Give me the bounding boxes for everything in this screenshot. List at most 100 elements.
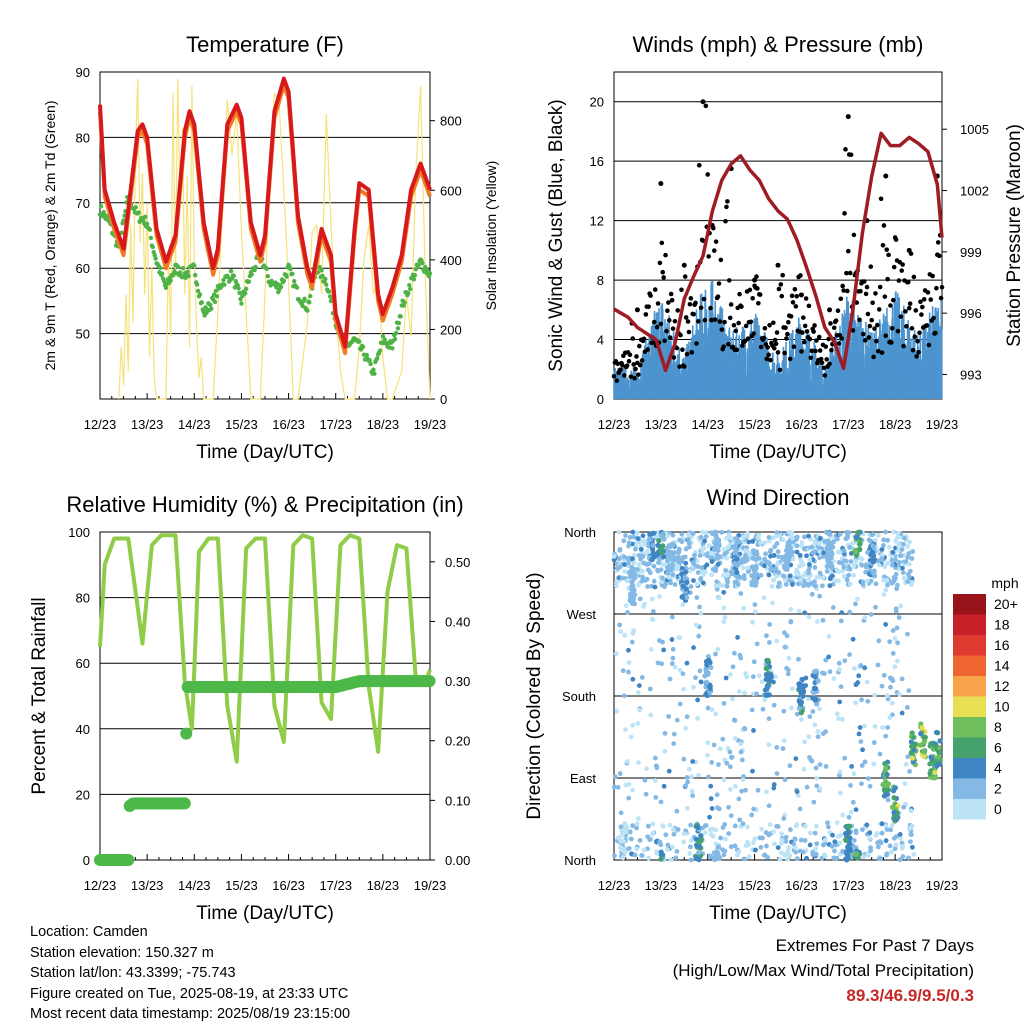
dewpoint-point — [406, 290, 411, 296]
direction-cluster-point — [845, 853, 851, 860]
direction-cluster-point — [659, 534, 665, 540]
gust-max-point — [658, 180, 664, 186]
direction-point — [772, 674, 778, 680]
gust-point — [717, 319, 723, 324]
direction-point — [883, 823, 888, 828]
direction-point — [801, 766, 807, 772]
latlon-text: Station lat/lon: 43.3399; -75.743 — [30, 965, 236, 981]
direction-point — [865, 698, 871, 704]
dewpoint-point — [375, 356, 380, 361]
direction-point — [837, 549, 843, 555]
gust-point — [865, 311, 871, 317]
direction-point — [864, 822, 870, 828]
direction-cluster-point — [630, 599, 636, 606]
direction-cluster-point — [855, 529, 862, 535]
direction-cluster-point — [651, 554, 657, 560]
direction-point — [743, 671, 749, 677]
direction-cluster-point — [783, 566, 789, 572]
direction-point — [764, 633, 769, 639]
x-tick-label: 13/23 — [645, 417, 678, 432]
y-tick-label: 20 — [76, 787, 90, 802]
colorbar-swatch — [953, 655, 986, 676]
direction-point — [775, 584, 781, 589]
direction-point — [859, 781, 864, 787]
direction-point — [724, 535, 729, 541]
direction-cluster-point — [853, 549, 859, 555]
dewpoint-point — [153, 256, 158, 261]
gust-point — [667, 335, 673, 340]
gust-point — [767, 322, 772, 328]
direction-point — [670, 655, 676, 661]
direction-cluster-point — [932, 769, 938, 775]
direction-point — [810, 852, 816, 857]
direction-point — [848, 559, 854, 564]
direction-point — [625, 610, 630, 615]
direction-point — [611, 553, 617, 559]
direction-point — [688, 822, 694, 828]
direction-point — [905, 754, 911, 760]
direction-point — [682, 554, 688, 560]
gust-point — [661, 275, 666, 280]
dewpoint-point — [420, 261, 425, 266]
gust-point — [724, 204, 729, 210]
gust-point — [919, 312, 924, 317]
gust-point — [778, 282, 784, 287]
direction-point — [884, 827, 890, 832]
direction-point — [809, 758, 815, 764]
direction-point — [903, 559, 909, 564]
direction-point — [745, 569, 751, 574]
direction-point — [679, 539, 685, 545]
direction-point — [671, 831, 677, 837]
direction-point — [786, 655, 792, 661]
direction-cluster-point — [884, 791, 891, 797]
direction-point — [691, 578, 696, 583]
direction-point — [737, 817, 743, 823]
direction-point — [875, 840, 881, 846]
direction-point — [806, 570, 812, 576]
direction-point — [892, 575, 898, 581]
direction-point — [876, 562, 882, 568]
x-tick-label: 15/23 — [225, 417, 258, 432]
colorbar-label: 20+ — [994, 596, 1018, 612]
gust-point — [798, 273, 803, 278]
direction-point — [795, 571, 801, 577]
direction-point — [669, 614, 675, 620]
direction-cluster-point — [707, 685, 713, 692]
direction-point — [671, 731, 677, 737]
direction-point — [686, 766, 692, 772]
direction-point — [853, 601, 858, 607]
panel-2: Winds (mph) & Pressure (mb) Time (Day/UTC… — [546, 32, 1024, 463]
gust-point — [817, 348, 823, 353]
direction-point — [613, 583, 619, 589]
gust-point — [636, 372, 641, 377]
direction-point — [732, 650, 737, 656]
direction-point — [665, 533, 671, 539]
colorbar-label: 12 — [994, 678, 1010, 694]
colorbar-label: 8 — [994, 719, 1002, 735]
direction-cluster-point — [655, 542, 661, 548]
direction-point — [795, 581, 801, 587]
direction-point — [631, 534, 637, 540]
direction-point — [671, 741, 677, 747]
direction-point — [889, 557, 895, 563]
direction-point — [707, 827, 713, 833]
direction-point — [881, 543, 886, 548]
direction-point — [837, 531, 843, 537]
direction-cluster-point — [857, 546, 863, 553]
direction-point — [766, 538, 772, 544]
direction-cluster-point — [909, 755, 916, 761]
direction-point — [657, 594, 662, 599]
direction-point — [785, 671, 791, 677]
direction-point — [649, 596, 655, 602]
direction-point — [871, 740, 877, 745]
direction-point — [862, 759, 868, 765]
dewpoint-point — [177, 270, 183, 275]
direction-point — [832, 848, 837, 854]
direction-point — [684, 660, 690, 666]
direction-point — [677, 560, 683, 565]
gust-point — [804, 329, 810, 334]
gust-point — [731, 322, 737, 328]
direction-cluster-point — [918, 742, 924, 748]
direction-point — [710, 833, 716, 839]
direction-point — [879, 556, 885, 562]
